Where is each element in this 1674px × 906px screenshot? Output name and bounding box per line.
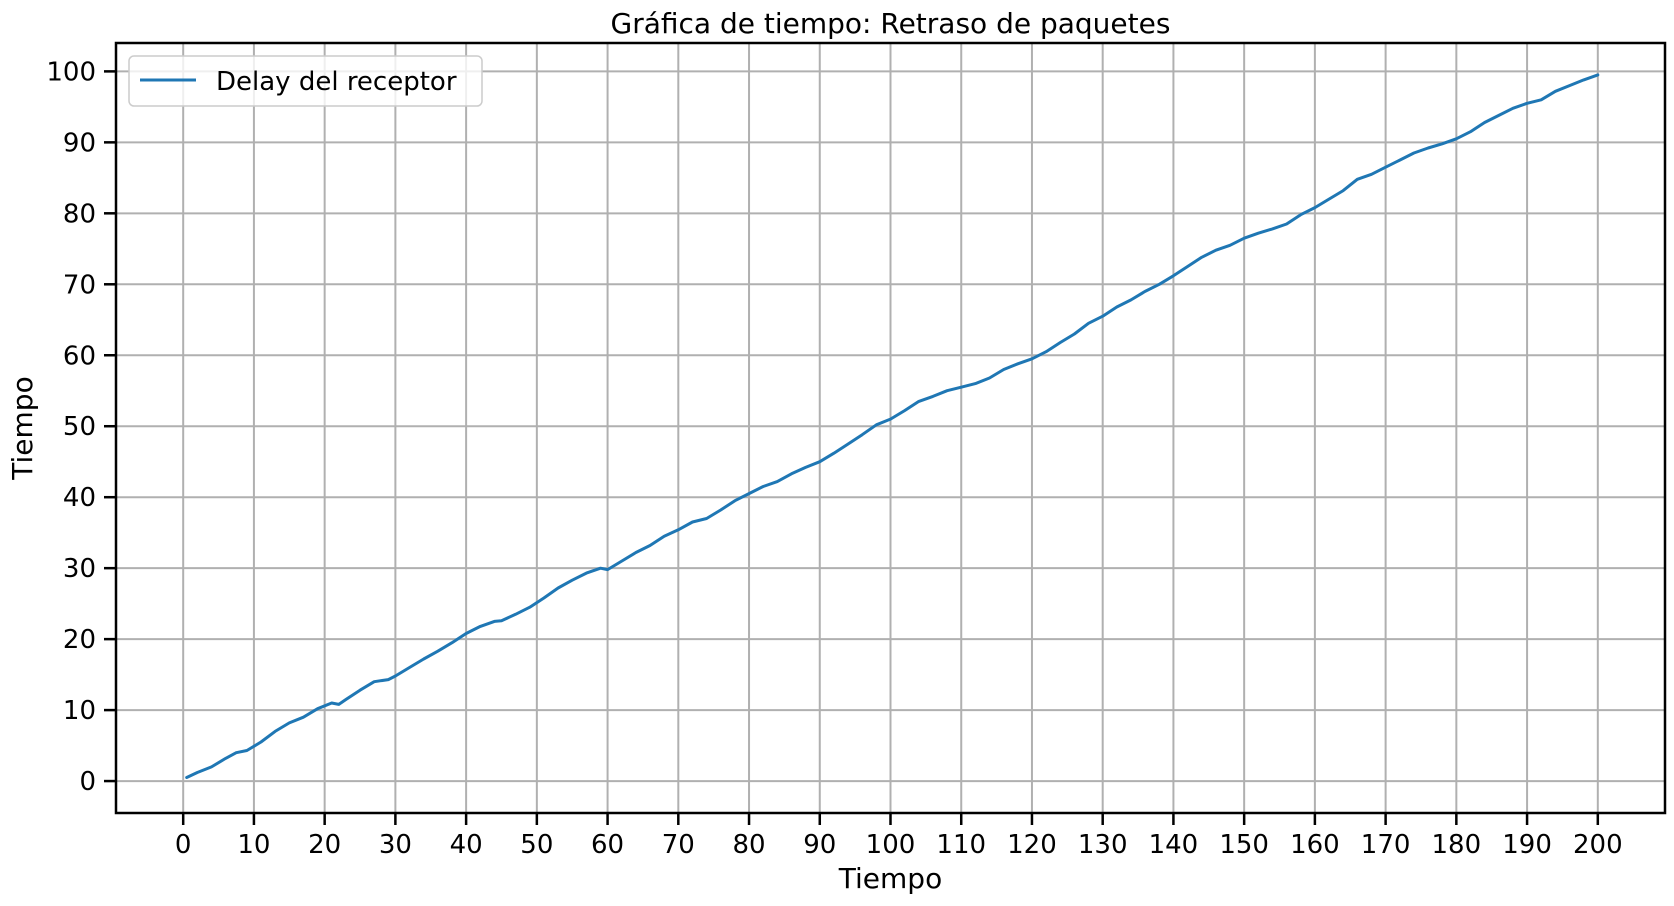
- series-layer: [185, 73, 1600, 779]
- x-tick-label: 150: [1219, 830, 1269, 860]
- legend: Delay del receptor: [128, 55, 483, 107]
- x-tick-label: 80: [732, 830, 765, 860]
- x-tick-label: 160: [1290, 830, 1340, 860]
- x-tick-label: 40: [450, 830, 483, 860]
- y-axis-label: Tiempo: [6, 376, 39, 480]
- y-tick-label: 0: [79, 767, 96, 797]
- y-tick-label: 50: [63, 412, 96, 442]
- x-tick-label: 190: [1502, 830, 1552, 860]
- y-tick-label: 80: [63, 199, 96, 229]
- x-tick-label: 50: [520, 830, 553, 860]
- ticks: 0 10 20 30 40 50 60 70 80 90 100 110 120 130 140 150 160…: [46, 57, 1622, 860]
- grid: [116, 43, 1665, 813]
- x-tick-label: 20: [308, 830, 341, 860]
- x-tick-label: 110: [936, 830, 986, 860]
- x-tick-label: 100: [866, 830, 916, 860]
- y-tick-label: 20: [63, 625, 96, 655]
- x-tick-label: 180: [1432, 830, 1482, 860]
- y-tick-label: 90: [63, 128, 96, 158]
- x-tick-label: 70: [662, 830, 695, 860]
- x-tick-label: 120: [1007, 830, 1057, 860]
- legend-label: Delay del receptor: [216, 67, 457, 97]
- x-tick-label: 170: [1361, 830, 1411, 860]
- y-tick-label: 70: [63, 270, 96, 300]
- x-tick-label: 200: [1573, 830, 1623, 860]
- x-tick-label: 140: [1149, 830, 1199, 860]
- x-tick-label: 130: [1078, 830, 1128, 860]
- x-tick-label: 30: [379, 830, 412, 860]
- y-tick-label: 30: [63, 554, 96, 584]
- series-line: [185, 73, 1600, 779]
- x-tick-label: 0: [175, 830, 192, 860]
- y-tick-label: 10: [63, 696, 96, 726]
- x-tick-label: 90: [803, 830, 836, 860]
- chart-title: Gráfica de tiempo: Retraso de paquetes: [611, 7, 1171, 40]
- x-tick-label: 60: [591, 830, 624, 860]
- y-tick-label: 60: [63, 341, 96, 371]
- x-tick-label: 10: [237, 830, 270, 860]
- x-axis-label: Tiempo: [838, 862, 942, 895]
- legend-box: [128, 55, 483, 107]
- y-tick-label: 40: [63, 483, 96, 513]
- y-tick-label: 100: [46, 57, 96, 87]
